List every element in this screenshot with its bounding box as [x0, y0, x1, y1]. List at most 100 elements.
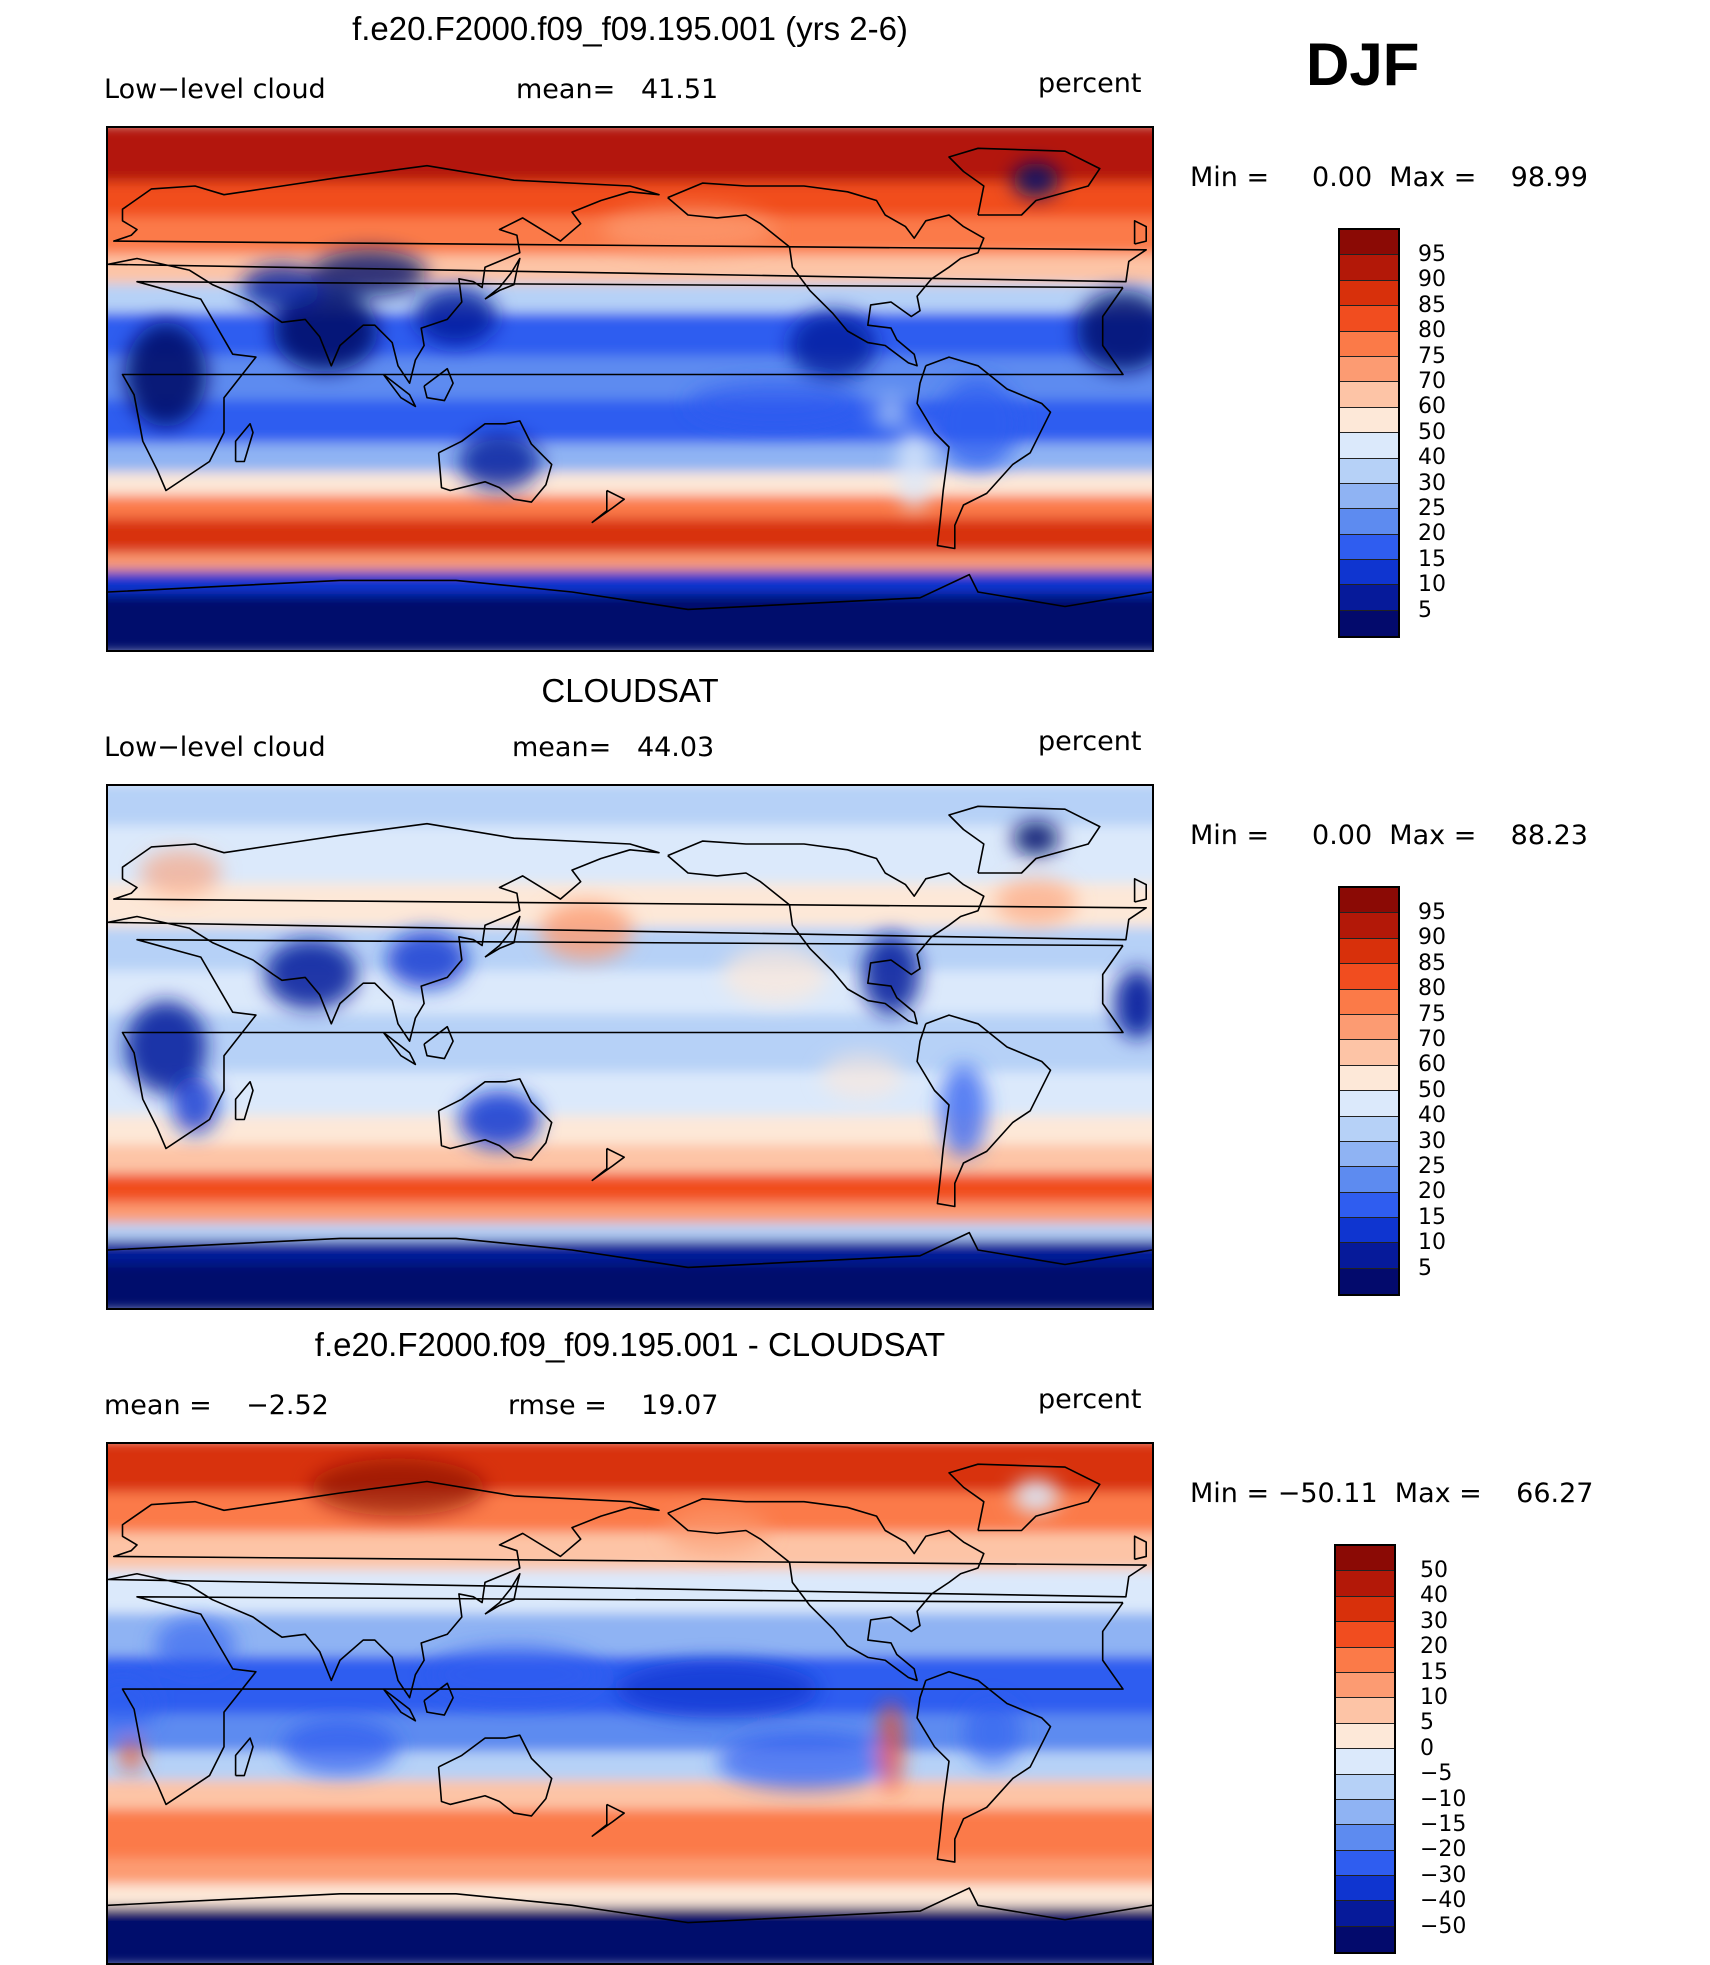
- coastline: [667, 1497, 985, 1682]
- field-blob: [1012, 1478, 1060, 1514]
- coastline: [121, 280, 1124, 492]
- colorbar-label: 15: [1418, 1204, 1446, 1230]
- coastline: [484, 915, 521, 958]
- colorbar-label: 95: [1418, 900, 1446, 925]
- coastline: [916, 1670, 1052, 1863]
- field-blob: [1012, 820, 1060, 856]
- colorbar-label: 60: [1418, 1052, 1446, 1078]
- panel-1-title: f.e20.F2000.f09_f09.195.001 (yrs 2-6): [352, 10, 908, 47]
- panel-2-title: CLOUDSAT: [541, 672, 719, 709]
- colorbar-label: 30: [1418, 1128, 1446, 1154]
- colorbar-swatch: [1340, 331, 1398, 357]
- colorbar-swatch: [1340, 1014, 1398, 1041]
- coastline: [667, 182, 985, 367]
- colorbar-swatch: [1340, 888, 1398, 914]
- colorbar-label: 90: [1418, 267, 1446, 293]
- colorbar-swatch: [1340, 1243, 1398, 1269]
- field-blob: [273, 290, 378, 372]
- coastline: [108, 164, 1147, 384]
- latitude-band: [108, 1613, 1152, 1665]
- colorbar-label: 50: [1420, 1558, 1448, 1583]
- colorbar-label: 20: [1418, 521, 1446, 547]
- colorbar-swatch: [1340, 938, 1398, 965]
- field-blob: [717, 1732, 891, 1790]
- coastline: [1133, 220, 1147, 245]
- colorbar-swatch: [1340, 483, 1398, 510]
- latitude-band: [108, 1263, 1152, 1308]
- coastline: [948, 147, 1101, 216]
- coastline: [437, 1078, 553, 1161]
- coastline: [108, 822, 1147, 1042]
- field-blob: [311, 1458, 485, 1517]
- field-blob: [789, 310, 877, 381]
- field-blob: [937, 377, 1019, 471]
- colorbar-swatch: [1340, 356, 1398, 383]
- colorbar-swatch: [1340, 1141, 1398, 1168]
- difference-map: [106, 1442, 1154, 1965]
- latitude-band: [108, 1569, 1152, 1621]
- colorbar-swatch: [1336, 1571, 1394, 1597]
- coastline: [234, 423, 254, 463]
- field-blob: [940, 1064, 987, 1158]
- latitude-band: [108, 1907, 1152, 1963]
- coastline: [382, 373, 417, 408]
- field-blob: [139, 849, 222, 897]
- coastline: [437, 1734, 553, 1817]
- colorbar-label: 20: [1418, 1179, 1446, 1205]
- colorbar-label: 60: [1418, 394, 1446, 420]
- panel-3-mean: mean = −2.52: [104, 1390, 329, 1421]
- colorbar-label: 5: [1420, 1710, 1434, 1736]
- coastline: [916, 1014, 1052, 1208]
- colorbar-swatch: [1340, 534, 1398, 561]
- colorbar-swatch: [1340, 560, 1398, 586]
- colorbar-label: 0: [1420, 1735, 1434, 1761]
- field-blob: [688, 380, 862, 427]
- colorbar-label: 30: [1418, 470, 1446, 496]
- field-blob: [241, 264, 323, 311]
- colorbar-swatch: [1336, 1546, 1394, 1572]
- coastline: [121, 938, 1124, 1150]
- coastline: [667, 840, 985, 1025]
- colorbar-label: −20: [1420, 1837, 1467, 1863]
- panel-3-units: percent: [1038, 1384, 1142, 1415]
- field-blob: [458, 432, 541, 491]
- colorbar-label: −40: [1420, 1888, 1467, 1914]
- colorbar-swatch: [1336, 1622, 1394, 1648]
- panel-2-field-label: Low−level cloud: [104, 732, 326, 763]
- field-blob: [896, 429, 932, 511]
- latitude-band: [108, 593, 1152, 650]
- colorbar-label: 5: [1418, 597, 1432, 623]
- colorbar-swatch: [1340, 458, 1398, 484]
- colorbar-label: 80: [1418, 318, 1446, 344]
- coastline: [437, 420, 553, 503]
- coastline: [916, 356, 1052, 550]
- colorbar-swatch: [1336, 1647, 1394, 1673]
- field-blob: [664, 1507, 770, 1554]
- colorbar-swatch: [1340, 255, 1398, 281]
- field-blob: [125, 1000, 207, 1094]
- colorbar-swatch: [1340, 230, 1398, 256]
- panel-3-colorbar: [1334, 1544, 1396, 1955]
- colorbar-label: 70: [1418, 1027, 1446, 1052]
- coastline: [591, 489, 625, 524]
- colorbar-swatch: [1340, 509, 1398, 535]
- colorbar-swatch: [1336, 1825, 1394, 1851]
- field-blob: [458, 1090, 541, 1149]
- field-blob: [264, 939, 358, 1010]
- colorbar-label: 15: [1420, 1659, 1448, 1685]
- colorbar-label: −30: [1420, 1862, 1467, 1888]
- panel-2-minmax: Min = 0.00 Max = 88.23: [1190, 820, 1588, 851]
- field-blob: [862, 933, 920, 1016]
- colorbar-label: −10: [1420, 1786, 1467, 1812]
- colorbar-swatch: [1340, 1218, 1398, 1244]
- coastline: [121, 1596, 1124, 1806]
- colorbar-swatch: [1340, 964, 1398, 990]
- colorbar-swatch: [1336, 1596, 1394, 1623]
- panel-3-rmse: rmse = 19.07: [508, 1390, 719, 1421]
- colorbar-swatch: [1340, 407, 1398, 434]
- field-blob: [282, 1717, 398, 1776]
- field-blob: [873, 394, 909, 430]
- colorbar-swatch: [1340, 382, 1398, 408]
- coastline: [108, 1887, 1152, 1924]
- field-blob: [722, 945, 828, 1004]
